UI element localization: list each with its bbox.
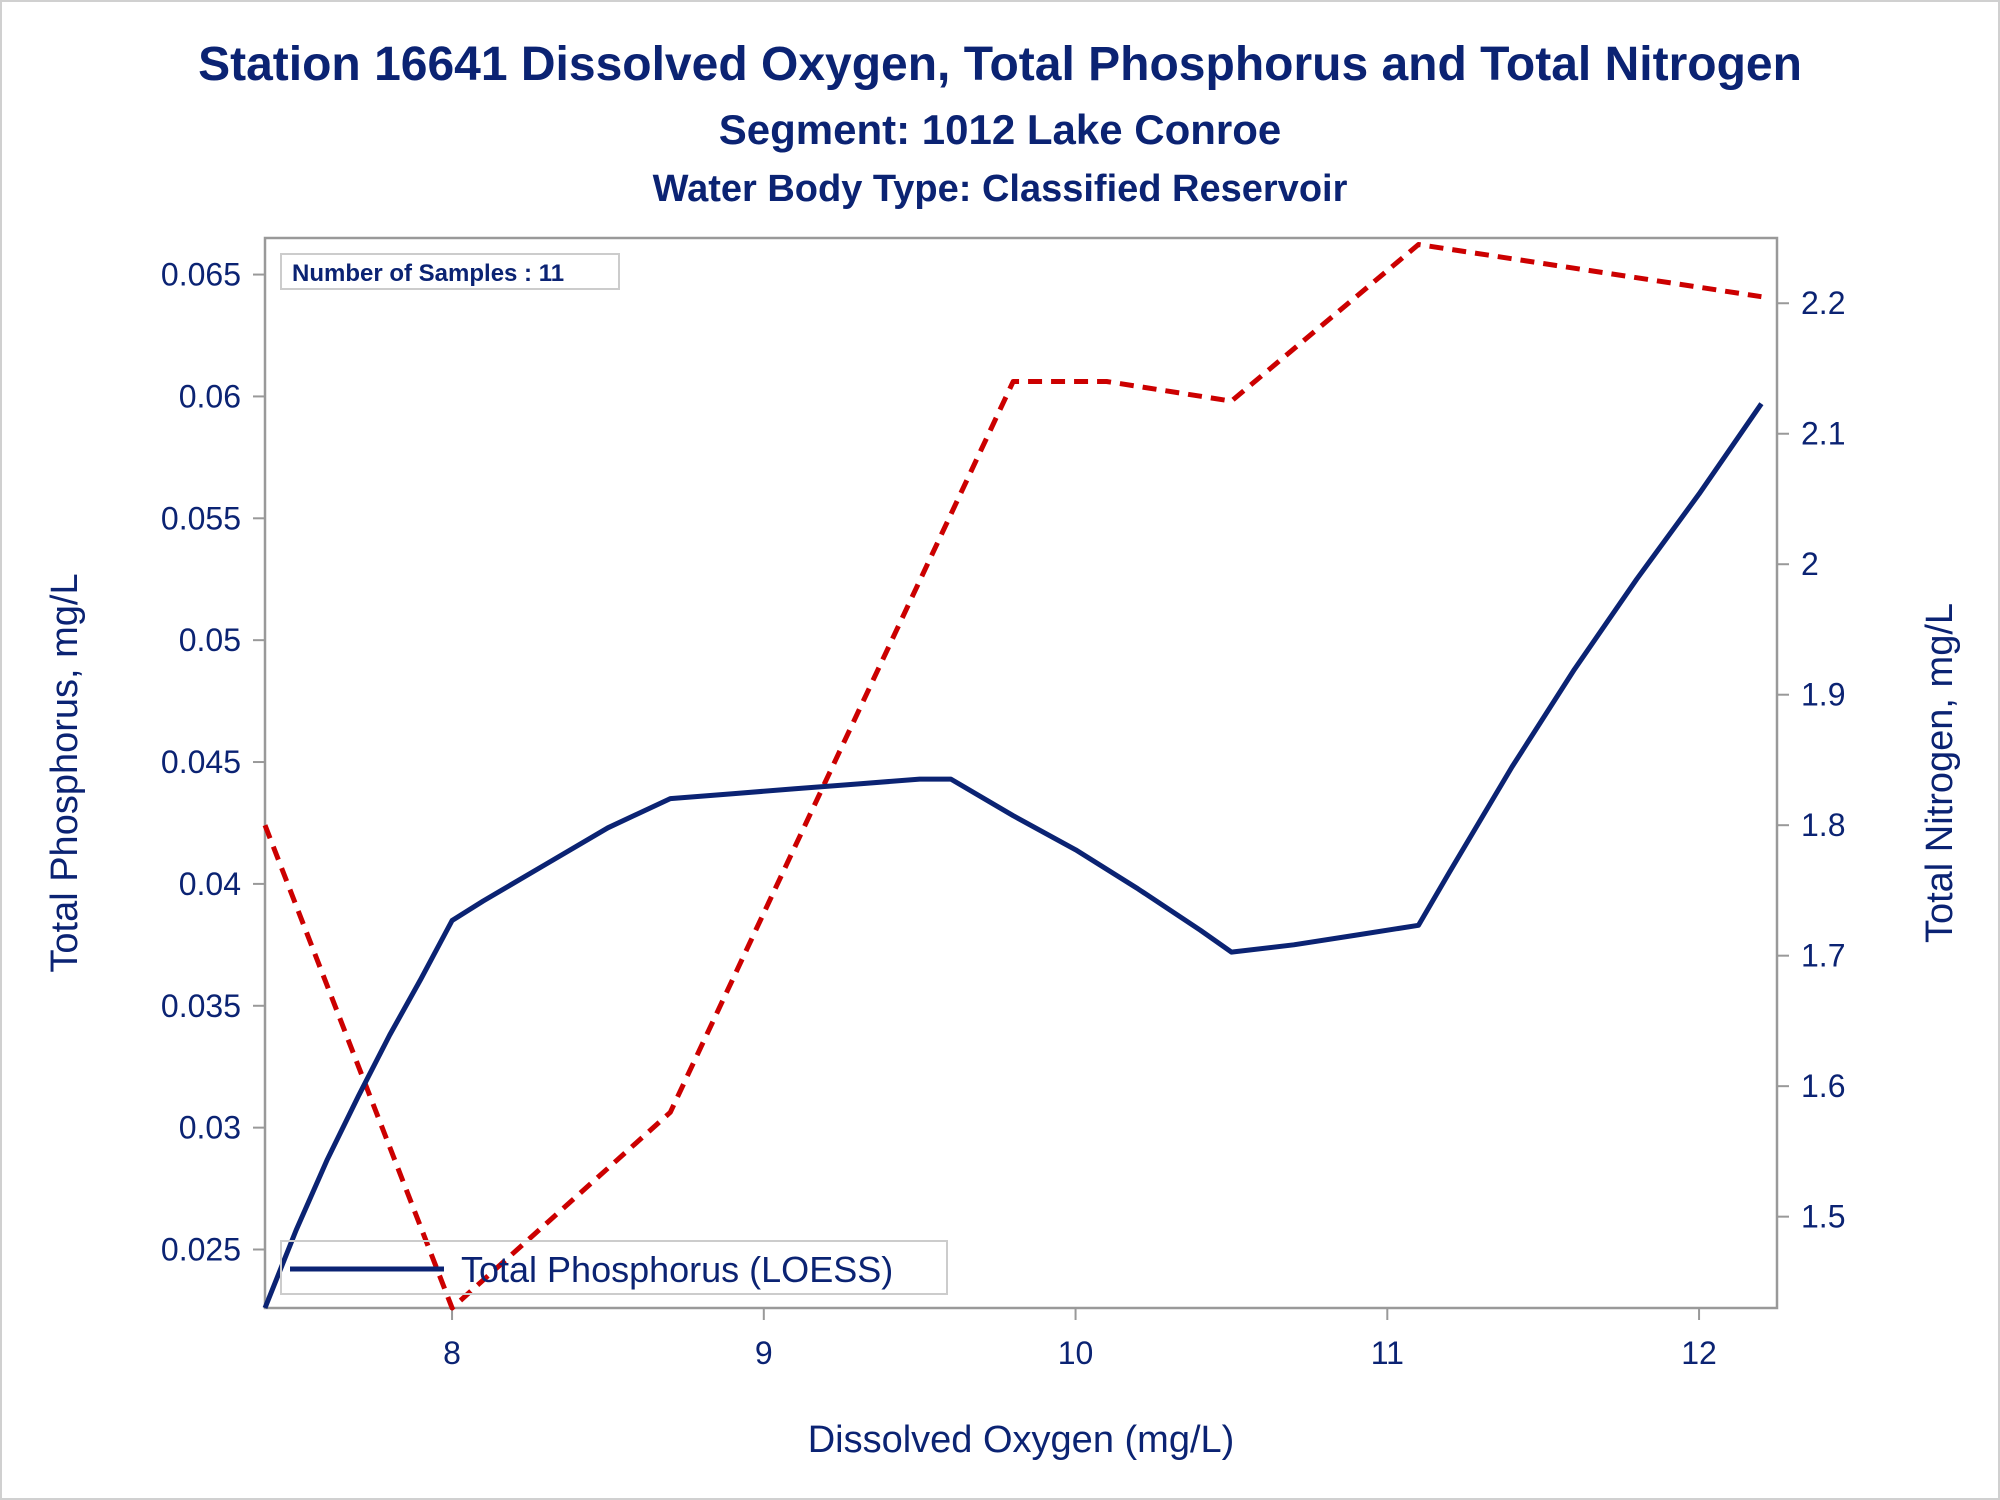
y-axis-right-label: Total Nitrogen, mg/L xyxy=(1919,603,1961,943)
inset-box: Number of Samples : 11 xyxy=(280,253,620,290)
y-axis-right-ticks: 1.5 1.6 1.7 1.8 1.9 2 2.1 2.2 xyxy=(1777,285,1845,1235)
legend-phosphorus-label: Total Phosphorus (LOESS) xyxy=(461,1249,893,1290)
x-tick-label: 9 xyxy=(755,1335,773,1371)
x-axis-ticks: 8 9 10 11 12 xyxy=(443,1308,1717,1371)
y-tick-label: 0.065 xyxy=(161,257,241,293)
y-tick-label: 0.06 xyxy=(179,378,241,414)
legend: Total Phosphorus (LOESS) xyxy=(280,1240,948,1295)
series-line-nitrogen xyxy=(262,242,1762,1311)
y2-tick-label: 2.1 xyxy=(1801,416,1845,452)
chart-title: Station 16641 Dissolved Oxygen, Total Ph… xyxy=(198,38,1802,91)
y2-tick-label: 1.7 xyxy=(1801,938,1845,974)
y2-tick-label: 2 xyxy=(1801,546,1819,582)
chart-subtitle: Segment: 1012 Lake Conroe xyxy=(718,106,1282,153)
series-line-phosphorus xyxy=(262,402,1764,1309)
x-tick-label: 12 xyxy=(1681,1335,1717,1371)
y2-tick-label: 2.2 xyxy=(1801,285,1845,321)
y-tick-label: 0.03 xyxy=(179,1110,241,1146)
y-axis-left-ticks: 0.025 0.03 0.035 0.04 0.045 0.05 0.055 0.06 0.06… xyxy=(161,257,265,1268)
y-tick-label: 0.035 xyxy=(161,988,241,1024)
title-block: Station 16641 Dissolved Oxygen, Total Ph… xyxy=(0,30,2000,218)
y-axis-left-label: Total Phosphorus, mg/L xyxy=(44,573,86,972)
inset-sample-count: Number of Samples : 11 xyxy=(292,260,564,287)
y2-tick-label: 1.5 xyxy=(1801,1199,1845,1235)
y-tick-label: 0.025 xyxy=(161,1232,241,1268)
x-tick-label: 10 xyxy=(1058,1335,1094,1371)
y2-tick-label: 1.9 xyxy=(1801,677,1845,713)
y2-tick-label: 1.8 xyxy=(1801,807,1845,843)
y-tick-label: 0.05 xyxy=(179,622,241,658)
plot-area xyxy=(263,236,1779,1310)
x-tick-label: 11 xyxy=(1371,1335,1404,1371)
series-layer xyxy=(262,242,1764,1311)
chart-subtitle-2: Water Body Type: Classified Reservoir xyxy=(652,168,1348,210)
y2-tick-label: 1.6 xyxy=(1801,1068,1845,1104)
x-tick-label: 8 xyxy=(443,1335,461,1371)
y-tick-label: 0.055 xyxy=(161,500,241,536)
x-axis-label: Dissolved Oxygen (mg/L) xyxy=(808,1419,1235,1461)
y-tick-label: 0.045 xyxy=(161,744,241,780)
y-tick-label: 0.04 xyxy=(179,866,241,902)
